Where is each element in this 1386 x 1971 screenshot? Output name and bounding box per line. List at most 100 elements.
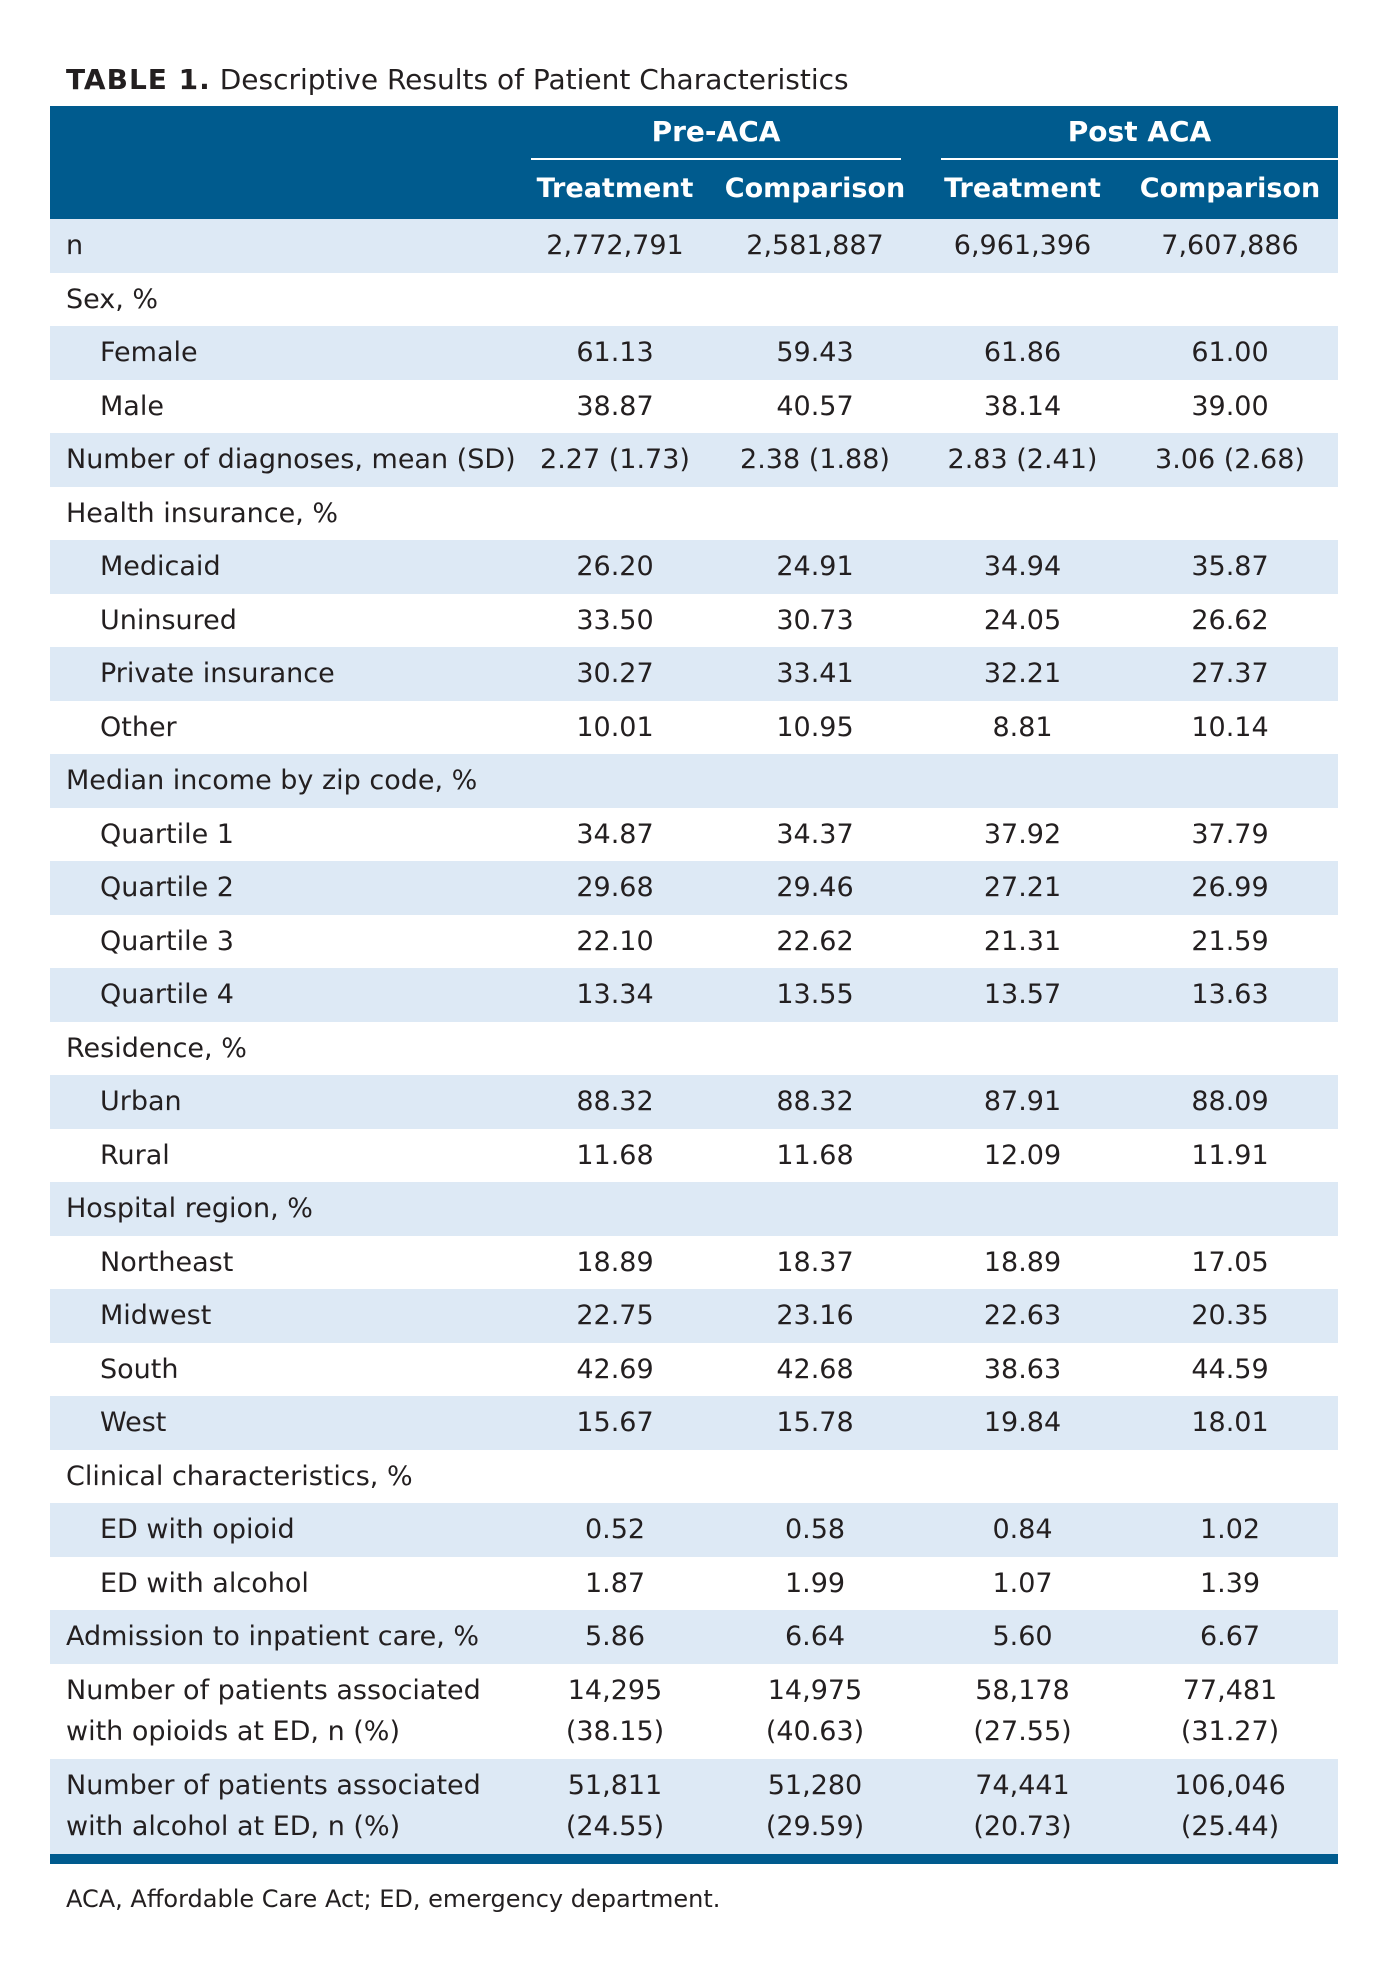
row-value: 22.63	[915, 1300, 1130, 1331]
row-value: 61.13	[515, 337, 715, 368]
table-caption-text: Descriptive Results of Patient Character…	[220, 63, 849, 96]
value-percent: (38.15)	[515, 1711, 715, 1752]
row-value: 11.68	[715, 1140, 915, 1171]
row-label: Quartile 3	[50, 926, 515, 957]
row-value: 38.87	[515, 391, 715, 422]
row-value: 24.05	[915, 605, 1130, 636]
row-value: 10.01	[515, 712, 715, 743]
header-post-comparison: Comparison	[1130, 171, 1330, 207]
row-value: 34.37	[715, 819, 915, 850]
value-count: 14,975	[715, 1670, 915, 1711]
row-value: 29.46	[715, 872, 915, 903]
header-pre-treatment: Treatment	[515, 171, 715, 207]
header-group-rule-pre-aca	[531, 158, 901, 160]
row-label: Medicaid	[50, 551, 515, 582]
row-label: Residence, %	[50, 1033, 515, 1064]
value-percent: (20.73)	[915, 1806, 1130, 1847]
table-row: Other 10.01 10.95 8.81 10.14	[50, 701, 1338, 755]
value-percent: (24.55)	[515, 1806, 715, 1847]
header-post-treatment: Treatment	[915, 171, 1130, 207]
row-value: 88.32	[715, 1086, 915, 1117]
row-value: 58,178 (27.55)	[915, 1670, 1130, 1752]
value-percent: (40.63)	[715, 1711, 915, 1752]
row-value: 88.09	[1130, 1086, 1330, 1117]
row-value: 15.78	[715, 1407, 915, 1438]
row-label: Number of patients associated with opioid…	[50, 1670, 515, 1752]
row-label: n	[50, 230, 515, 261]
row-label: Quartile 1	[50, 819, 515, 850]
row-value: 10.95	[715, 712, 915, 743]
table-row: Residence, %	[50, 1022, 1338, 1076]
row-value: 10.14	[1130, 712, 1330, 743]
row-label: Other	[50, 712, 515, 743]
value-count: 51,811	[515, 1765, 715, 1806]
row-value: 2,581,887	[715, 230, 915, 261]
row-label: ED with opioid	[50, 1514, 515, 1545]
row-value: 21.31	[915, 926, 1130, 957]
row-value: 13.34	[515, 979, 715, 1010]
row-value: 30.73	[715, 605, 915, 636]
table-row: Health insurance, %	[50, 487, 1338, 541]
value-percent: (31.27)	[1130, 1711, 1330, 1752]
table-row: Median income by zip code, %	[50, 754, 1338, 808]
table-row: Admission to inpatient care, % 5.86 6.64 5.…	[50, 1610, 1338, 1664]
value-count: 106,046	[1130, 1765, 1330, 1806]
row-value: 59.43	[715, 337, 915, 368]
row-label: ED with alcohol	[50, 1568, 515, 1599]
row-value: 19.84	[915, 1407, 1130, 1438]
table-caption-label: TABLE 1.	[66, 63, 211, 96]
value-count: 51,280	[715, 1765, 915, 1806]
table-row: ED with opioid 0.52 0.58 0.84 1.02	[50, 1503, 1338, 1557]
row-label-line: Number of patients associated	[66, 1670, 515, 1711]
table-row: Quartile 2 29.68 29.46 27.21 26.99	[50, 861, 1338, 915]
row-value: 27.21	[915, 872, 1130, 903]
row-value: 0.58	[715, 1514, 915, 1545]
value-count: 58,178	[915, 1670, 1130, 1711]
row-value: 37.79	[1130, 819, 1330, 850]
row-label: Rural	[50, 1140, 515, 1171]
row-value: 1.99	[715, 1568, 915, 1599]
row-value: 33.41	[715, 658, 915, 689]
table-row: South 42.69 42.68 38.63 44.59	[50, 1343, 1338, 1397]
table-footnote: ACA, Affordable Care Act; ED, emergency …	[66, 1882, 720, 1916]
row-label-line: with opioids at ED, n (%)	[66, 1711, 515, 1752]
value-count: 77,481	[1130, 1670, 1330, 1711]
row-value: 12.09	[915, 1140, 1130, 1171]
row-label: Sex, %	[50, 284, 515, 315]
table-row: West 15.67 15.78 19.84 18.01	[50, 1396, 1338, 1450]
row-value: 38.14	[915, 391, 1130, 422]
row-value: 32.21	[915, 658, 1130, 689]
row-value: 6.64	[715, 1621, 915, 1652]
row-label: Male	[50, 391, 515, 422]
row-value: 17.05	[1130, 1247, 1330, 1278]
row-value: 34.87	[515, 819, 715, 850]
row-label: Health insurance, %	[50, 498, 515, 529]
row-value: 77,481 (31.27)	[1130, 1670, 1330, 1752]
row-value: 33.50	[515, 605, 715, 636]
table-row: Clinical characteristics, %	[50, 1450, 1338, 1504]
row-value: 3.06 (2.68)	[1130, 444, 1330, 475]
row-value: 20.35	[1130, 1300, 1330, 1331]
row-value: 88.32	[515, 1086, 715, 1117]
row-value: 21.59	[1130, 926, 1330, 957]
patient-characteristics-table: Pre-ACA Post ACA Treatment Comparison Tr…	[50, 106, 1338, 1864]
table-row: Quartile 4 13.34 13.55 13.57 13.63	[50, 968, 1338, 1022]
row-value: 23.16	[715, 1300, 915, 1331]
row-value: 1.39	[1130, 1568, 1330, 1599]
row-value: 0.84	[915, 1514, 1130, 1545]
row-value: 1.87	[515, 1568, 715, 1599]
table-bottom-rule	[50, 1854, 1338, 1864]
table-row: Sex, %	[50, 273, 1338, 327]
row-value: 37.92	[915, 819, 1130, 850]
row-value: 13.55	[715, 979, 915, 1010]
row-value: 6.67	[1130, 1621, 1330, 1652]
row-value: 1.07	[915, 1568, 1130, 1599]
table-caption: TABLE 1. Descriptive Results of Patient …	[66, 60, 849, 100]
table-row: Urban 88.32 88.32 87.91 88.09	[50, 1075, 1338, 1129]
row-value: 22.10	[515, 926, 715, 957]
row-label: Quartile 4	[50, 979, 515, 1010]
table-header: Pre-ACA Post ACA Treatment Comparison Tr…	[50, 106, 1338, 219]
table-row: Medicaid 26.20 24.91 34.94 35.87	[50, 540, 1338, 594]
row-value: 18.37	[715, 1247, 915, 1278]
value-count: 74,441	[915, 1765, 1130, 1806]
